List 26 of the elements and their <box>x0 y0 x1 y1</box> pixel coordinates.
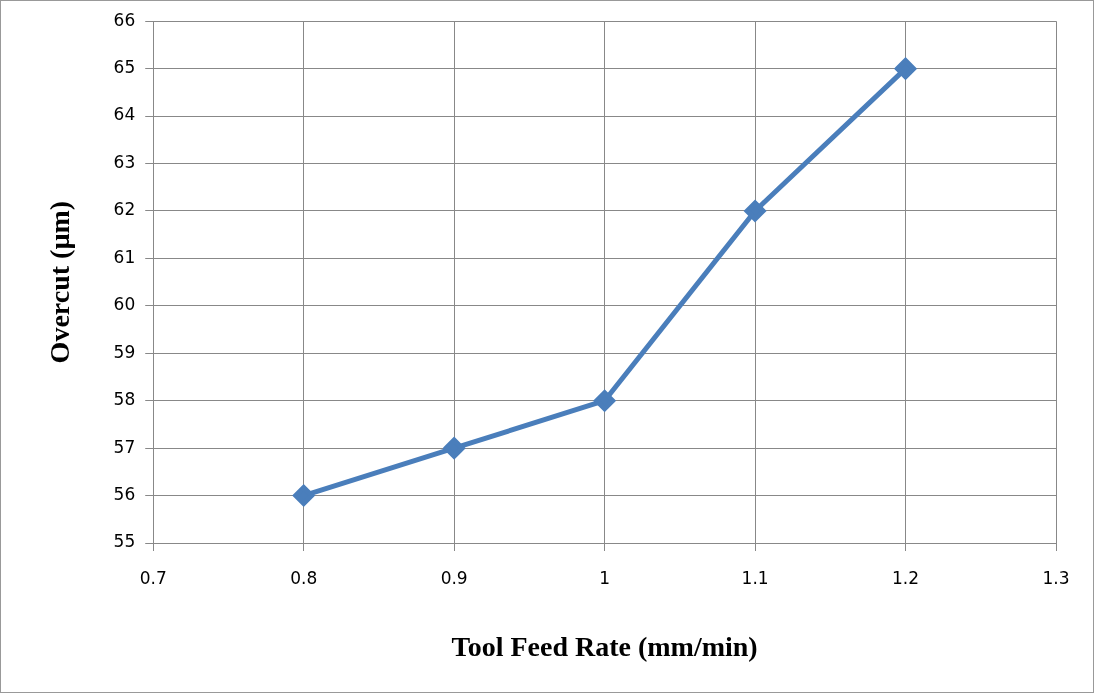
y-tick-label: 55 <box>113 531 136 552</box>
x-tick-label: 0.7 <box>139 567 167 588</box>
y-tick-label: 62 <box>113 199 136 220</box>
x-tick-label: 0.8 <box>290 567 318 588</box>
point <box>293 485 315 507</box>
y-tick-label: 64 <box>113 104 136 125</box>
x-tick-label: 1.3 <box>1042 567 1070 588</box>
y-tick-label: 57 <box>113 436 136 457</box>
y-tick-label: 65 <box>113 57 136 78</box>
point <box>443 437 465 459</box>
y-tick-label: 58 <box>113 389 136 410</box>
y-tick-label: 59 <box>113 341 136 362</box>
y-tick-label: 61 <box>113 246 136 267</box>
x-tick-label: 1 <box>599 567 611 588</box>
y-axis-title: Overcut (µm) <box>44 200 76 364</box>
x-tick-label: 0.9 <box>440 567 468 588</box>
y-tick-label: 66 <box>113 9 136 30</box>
point <box>594 390 616 412</box>
x-tick-label: 1.1 <box>741 567 769 588</box>
point <box>744 200 766 222</box>
y-tick-label: 63 <box>113 151 136 172</box>
x-axis-title: Tool Feed Rate (mm/min) <box>451 631 758 663</box>
y-tick-label: 56 <box>113 483 136 504</box>
point <box>895 58 917 80</box>
x-tick-label: 1.2 <box>892 567 920 588</box>
y-tick-label: 60 <box>113 294 136 315</box>
